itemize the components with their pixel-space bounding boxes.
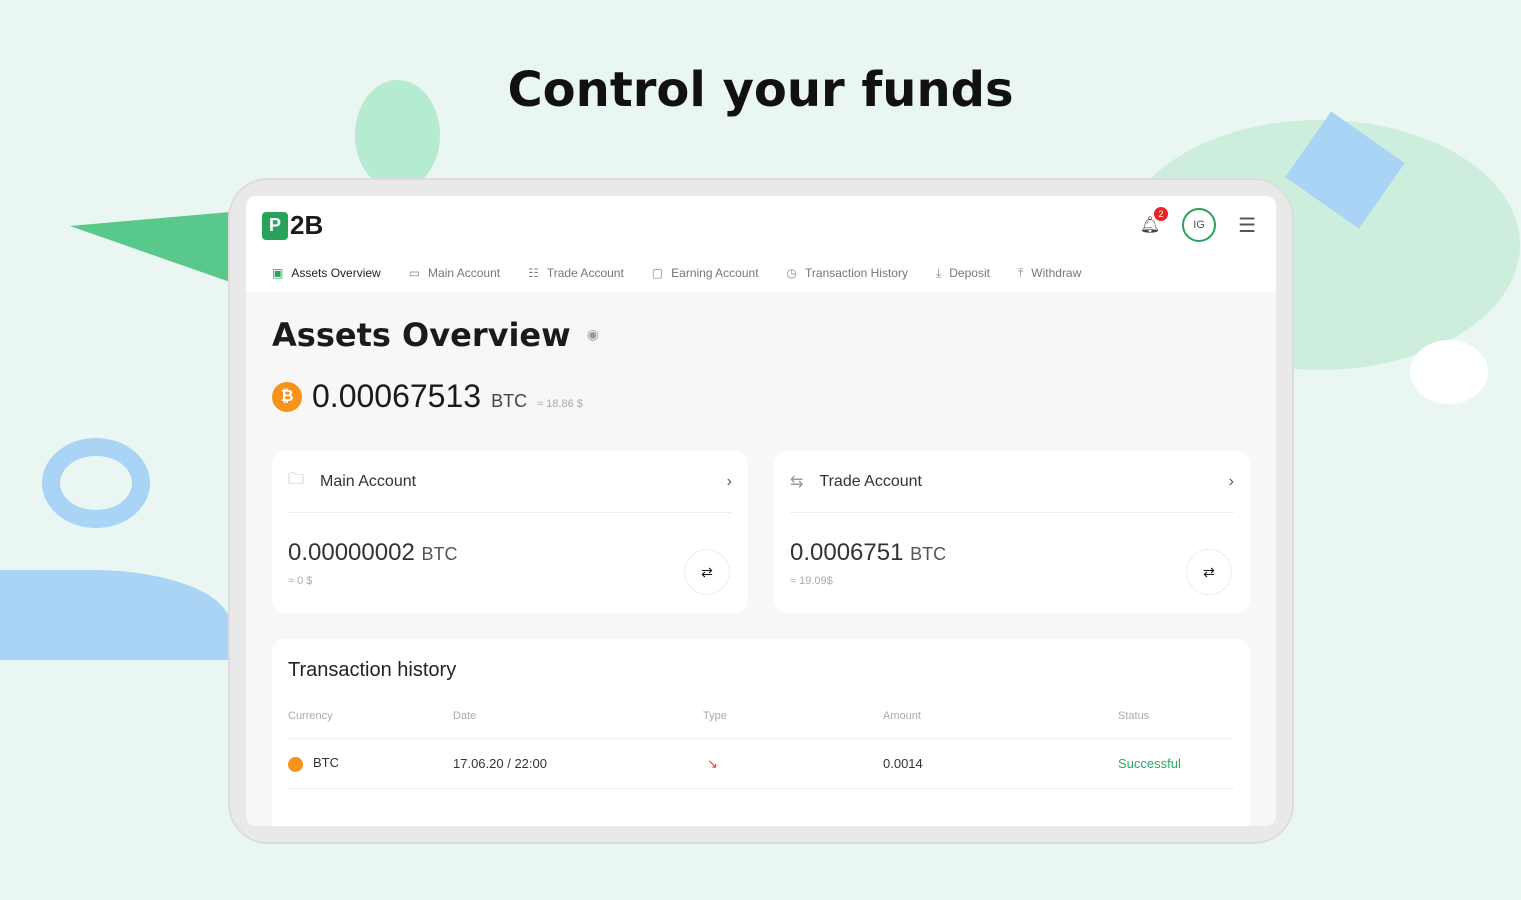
notification-badge: 2 [1154, 207, 1169, 221]
nav-item-trade-account[interactable]: ☷ Trade Account [528, 266, 624, 281]
nav-item-deposit[interactable]: ⤓ Deposit [936, 266, 990, 281]
avatar[interactable]: IG [1182, 208, 1217, 242]
trade-account-card: ⇆ Trade Account › 0.0006751 BTC ≈ 19.09$ ⇄ [774, 451, 1250, 613]
exchange-icon: ☷ [528, 266, 539, 280]
decor-shape [1285, 111, 1405, 229]
total-amount: 0.00067513 [312, 378, 482, 414]
main-account-card: 🗀 Main Account › 0.00000002 BTC ≈ 0 $ ⇄ [272, 451, 748, 613]
folder-icon: 🗀 [288, 471, 305, 488]
notifications-button[interactable]: 🔔︎ 2 [1139, 207, 1169, 235]
column-header: Amount [883, 710, 921, 722]
total-usd: ≈ 18.86 $ [537, 398, 583, 410]
card-balance: 0.0006751 BTC [790, 539, 1234, 567]
decor-blob [355, 80, 440, 190]
balance-usd: ≈ 19.09$ [790, 575, 833, 587]
nav-label: Transaction History [805, 266, 908, 280]
nav-label: Trade Account [546, 266, 624, 280]
decor-circle [1410, 340, 1488, 404]
transaction-history: Transaction history Currency Date Type A… [272, 639, 1250, 826]
decor-shape [0, 570, 230, 660]
balance-value: 0.00000002 [288, 539, 415, 566]
main-account-link[interactable]: 🗀 Main Account › [288, 451, 732, 513]
nav-label: Main Account [428, 266, 501, 280]
column-header: Type [703, 710, 727, 722]
decor-shape [70, 212, 230, 282]
upload-icon: ⤒ [1017, 266, 1024, 280]
column-header: Date [453, 710, 477, 722]
table-header: Currency Date Type Amount Status [288, 710, 1234, 739]
column-header: Currency [288, 710, 333, 722]
tablet-frame: P 2B 🔔︎ 2 IG ☰ ▣ Assets Overview ▭ Main Accou… [228, 178, 1294, 844]
hamburger-menu-icon[interactable]: ☰ [1238, 214, 1256, 237]
trade-account-link[interactable]: ⇆ Trade Account › [790, 451, 1234, 513]
column-header: Status [1118, 710, 1150, 722]
card-title: Main Account [320, 472, 417, 490]
btc-icon [288, 756, 303, 772]
amount-cell: 0.0014 [883, 756, 923, 771]
eye-icon[interactable]: ◉ [586, 327, 599, 343]
total-balance: ₿ 0.00067513 BTC ≈ 18.86 $ [272, 378, 1250, 415]
page-title: Assets Overview ◉ [272, 316, 1250, 354]
nav-item-assets-overview[interactable]: ▣ Assets Overview [272, 266, 381, 281]
headline: Control your funds [507, 62, 1014, 118]
status-cell: Successful [1118, 756, 1181, 771]
nav-label: Earning Account [671, 266, 759, 280]
nav-label: Assets Overview [291, 266, 381, 280]
transfer-button[interactable]: ⇄ [1186, 549, 1232, 595]
main-nav: ▣ Assets Overview ▭ Main Account ☷ Trade Acco… [272, 266, 1081, 281]
date-cell: 17.06.20 / 22:00 [453, 756, 547, 771]
card-title: Trade Account [819, 472, 922, 490]
table-row[interactable]: BTC 17.06.20 / 22:00 ↘ 0.0014 Successful [288, 739, 1234, 789]
download-icon: ⤓ [935, 266, 942, 280]
balance-usd: ≈ 0 $ [288, 575, 313, 587]
transfer-icon: ⇄ [701, 563, 713, 580]
section-title: Transaction history [288, 659, 457, 681]
total-unit: BTC [491, 391, 528, 411]
decor-ring [42, 438, 150, 528]
nav-item-earning-account[interactable]: ▢ Earning Account [652, 266, 759, 281]
nav-item-transaction-history[interactable]: ◷ Transaction History [787, 266, 908, 281]
currency-cell: BTC [288, 755, 453, 772]
balance-unit: BTC [421, 544, 458, 564]
transfer-icon: ⇄ [1203, 563, 1215, 580]
wallet-icon: ▣ [272, 266, 284, 280]
bell-icon: 🔔︎ [1139, 217, 1161, 234]
logo[interactable]: P 2B [262, 210, 323, 241]
chevron-right-icon: › [1228, 472, 1234, 490]
page-title-text: Assets Overview [272, 316, 571, 354]
nav-label: Withdraw [1031, 266, 1082, 280]
type-arrow-icon: ↘ [707, 755, 718, 771]
nav-label: Deposit [949, 266, 990, 280]
btc-icon: ₿ [272, 381, 302, 412]
chat-icon: ▢ [651, 266, 664, 280]
card-balance: 0.00000002 BTC [288, 539, 732, 567]
exchange-icon: ⇆ [790, 473, 804, 491]
history-icon: ◷ [786, 266, 798, 280]
transfer-button[interactable]: ⇄ [684, 549, 730, 595]
chevron-right-icon: › [726, 472, 732, 490]
balance-value: 0.0006751 [790, 539, 904, 566]
header: P 2B 🔔︎ 2 IG ☰ ▣ Assets Overview ▭ Main Accou… [246, 196, 1276, 292]
card-icon: ▭ [408, 266, 421, 280]
nav-item-main-account[interactable]: ▭ Main Account [409, 266, 500, 281]
balance-unit: BTC [910, 544, 947, 564]
logo-mark-icon: P [262, 211, 288, 240]
currency: BTC [313, 755, 339, 771]
app-screen: P 2B 🔔︎ 2 IG ☰ ▣ Assets Overview ▭ Main Accou… [246, 196, 1276, 826]
logo-text: 2B [290, 210, 324, 240]
nav-item-withdraw[interactable]: ⤒ Withdraw [1018, 266, 1081, 281]
